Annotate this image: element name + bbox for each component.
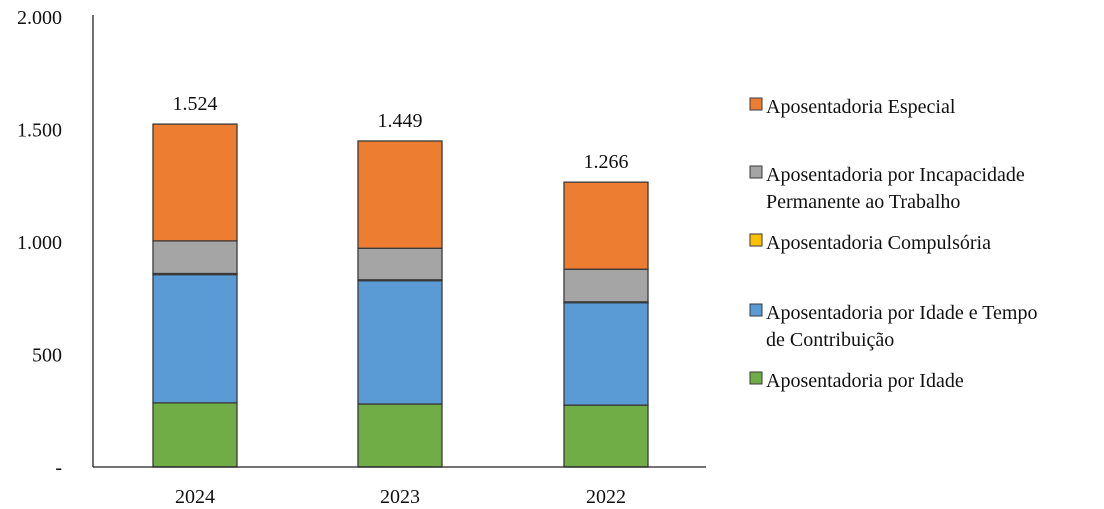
total-label: 1.449 [378, 110, 423, 132]
legend-label: Aposentadoria por Idade [766, 370, 964, 392]
labels-group: 1.524 2024 1.449 2023 1.266 2022 - 500 1.000 1.50… [17, 7, 629, 508]
bar-segment [563, 181, 649, 270]
bars-group [152, 123, 649, 468]
bar-segment [152, 240, 238, 275]
legend-label: Aposentadoria Compulsória [766, 232, 991, 254]
total-label: 1.524 [173, 93, 218, 115]
y-tick-label: - [55, 457, 62, 479]
legend-label: Permanente ao Trabalho [766, 191, 960, 213]
bar-segment [152, 402, 238, 468]
y-tick-label: 1.500 [17, 120, 62, 142]
x-tick-label: 2024 [175, 486, 215, 508]
bar-segment [357, 403, 443, 468]
bar-segment [357, 140, 443, 249]
legend-swatch [749, 303, 763, 317]
x-tick-label: 2023 [380, 486, 420, 508]
legend-label: de Contribuição [766, 329, 894, 351]
legend-swatch [749, 233, 763, 247]
legend-swatch [749, 371, 763, 385]
legend-swatch [749, 165, 763, 179]
bar-segment [563, 302, 649, 406]
legend-label: Aposentadoria por Idade e Tempo [766, 302, 1037, 324]
y-tick-label: 1.000 [17, 232, 62, 254]
y-tick-label: 500 [32, 345, 62, 367]
bar-segment [563, 268, 649, 303]
y-tick-label: 2.000 [17, 7, 62, 29]
total-label: 1.266 [584, 151, 629, 173]
x-tick-label: 2022 [586, 486, 626, 508]
legend: Aposentadoria Especial Aposentadoria por … [749, 96, 1037, 392]
bar-segment [152, 273, 238, 404]
legend-label: Aposentadoria Especial [766, 96, 956, 118]
bar-segment [357, 280, 443, 405]
bar-segment [357, 247, 443, 281]
legend-label: Aposentadoria por Incapacidade [766, 164, 1025, 186]
bar-segment [563, 404, 649, 468]
legend-swatch [749, 97, 763, 111]
bar-segment [152, 123, 238, 242]
axes-group [92, 15, 706, 468]
